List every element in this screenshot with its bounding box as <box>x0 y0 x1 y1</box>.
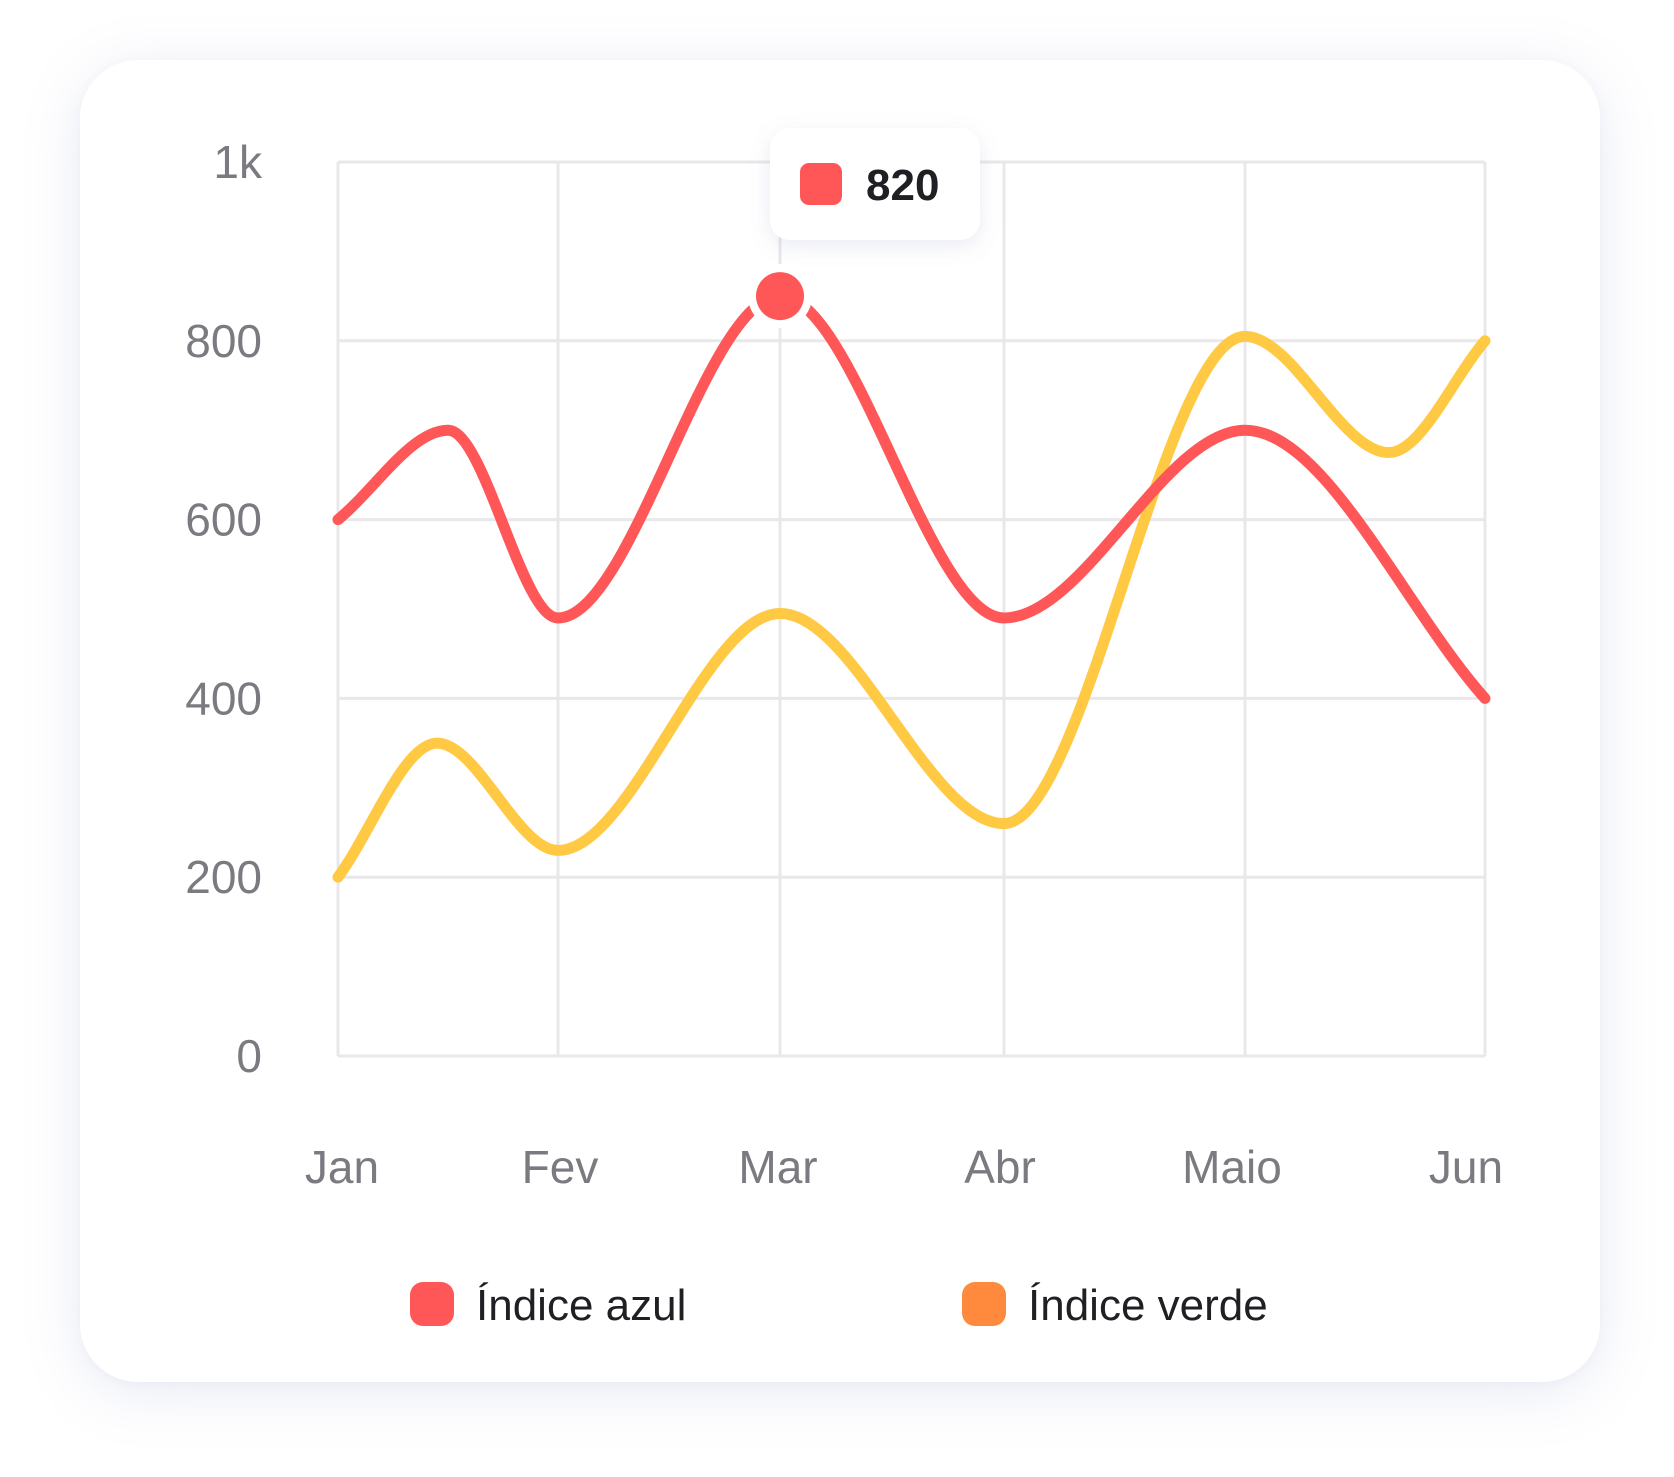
x-axis-labels: Jan Fev Mar Abr Maio Jun <box>305 1141 1503 1193</box>
x-tick-label: Fev <box>522 1141 599 1193</box>
chart-grid <box>336 160 1487 1058</box>
y-tick-label: 400 <box>185 672 262 724</box>
series-line-indice-azul <box>332 290 1491 704</box>
highlight-point[interactable] <box>756 272 804 321</box>
tooltip-box <box>770 128 980 240</box>
x-tick-label: Mar <box>738 1141 817 1193</box>
x-tick-label: Jun <box>1429 1141 1503 1193</box>
x-tick-label: Maio <box>1182 1141 1282 1193</box>
y-tick-label: 200 <box>185 851 262 903</box>
legend-label: Índice azul <box>476 1281 686 1330</box>
legend-label: Índice verde <box>1028 1281 1268 1330</box>
chart-series-lines <box>332 290 1491 883</box>
y-tick-label: 600 <box>185 494 262 546</box>
series-line-indice-verde <box>332 330 1491 883</box>
y-tick-label: 1k <box>213 136 263 188</box>
y-axis-labels: 0 200 400 600 800 1k <box>185 136 263 1082</box>
x-tick-label: Jan <box>305 1141 379 1193</box>
legend-swatch <box>962 1282 1006 1326</box>
tooltip-swatch <box>800 163 842 205</box>
legend-swatch <box>410 1282 454 1326</box>
x-tick-label: Abr <box>964 1141 1036 1193</box>
y-tick-label: 800 <box>185 315 262 367</box>
chart-card <box>80 60 1600 1382</box>
tooltip-value: 820 <box>866 161 939 210</box>
chart-legend: Índice azul Índice verde <box>410 1281 1268 1330</box>
y-tick-label: 0 <box>236 1030 262 1082</box>
chart-tooltip: 820 <box>748 128 980 329</box>
